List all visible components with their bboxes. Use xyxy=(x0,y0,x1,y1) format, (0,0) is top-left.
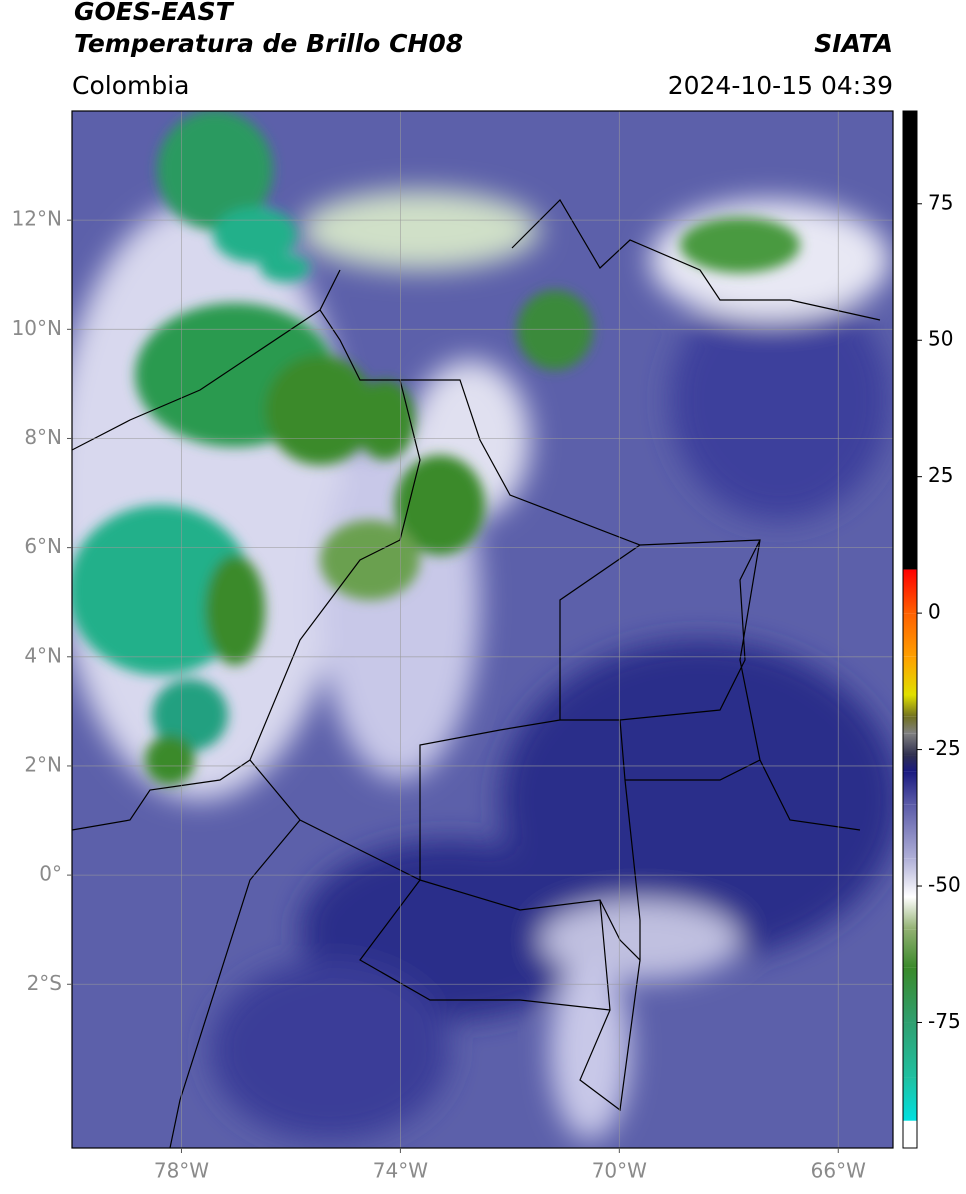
colorbar-tick-label: 50 xyxy=(928,327,953,351)
colorbar-segment xyxy=(903,804,917,859)
colorbar-segment xyxy=(903,967,917,1023)
y-tick-label: 2°S xyxy=(27,971,62,995)
colorbar-frame xyxy=(902,110,918,1149)
storm xyxy=(260,254,310,282)
dry-area xyxy=(670,280,890,520)
convection xyxy=(72,111,800,785)
grid xyxy=(72,111,893,1148)
dry-area xyxy=(210,960,450,1140)
y-tick-label: 12°N xyxy=(12,207,62,231)
moist-area xyxy=(550,960,630,1140)
storm xyxy=(213,207,297,263)
y-tick-label: 0° xyxy=(39,862,62,886)
storm xyxy=(517,290,593,370)
y-tick-label: 2°N xyxy=(24,752,62,776)
colorbar-tick-label: 0 xyxy=(928,600,941,624)
border-line xyxy=(419,199,881,1112)
map-frame xyxy=(71,110,894,1149)
region: Colombia xyxy=(72,71,189,100)
colorbar-segment xyxy=(903,569,917,614)
storm xyxy=(320,520,420,600)
subtitle: Temperatura de Brillo CH08 xyxy=(74,29,463,58)
colorbar-segment xyxy=(903,716,917,734)
y-tick-label: 10°N xyxy=(12,316,62,340)
colorbar xyxy=(903,111,917,1148)
moist-area xyxy=(300,190,540,270)
colorbar-segment xyxy=(903,771,917,805)
title: GOES-EAST xyxy=(74,0,235,26)
colorbar-segment xyxy=(903,858,917,897)
colorbar-segment xyxy=(903,755,917,772)
colorbar-segment xyxy=(903,1077,917,1121)
y-tick-label: 6°N xyxy=(24,534,62,558)
timestamp: 2024-10-15 04:39 xyxy=(668,71,893,100)
storm xyxy=(205,555,265,665)
colorbar-segment xyxy=(903,733,917,756)
border-line xyxy=(72,269,611,1148)
colorbar-segment xyxy=(903,656,917,695)
colorbar-segment xyxy=(903,1022,917,1078)
x-tick-label: 78°W xyxy=(154,1159,209,1183)
colorbar-segment xyxy=(903,694,917,717)
borders xyxy=(72,199,881,1148)
y-tick-label: 4°N xyxy=(24,643,62,667)
map-imagery xyxy=(72,111,893,1148)
colorbar-tick-label: -75 xyxy=(928,1009,961,1033)
colorbar-tick-label: -25 xyxy=(928,736,961,760)
colorbar-tick-label: 75 xyxy=(928,190,953,214)
storm xyxy=(355,380,415,460)
colorbar-tick-label: -50 xyxy=(928,873,961,897)
colorbar-segment xyxy=(903,111,917,570)
storm xyxy=(157,111,273,230)
colorbar-tick-label: 25 xyxy=(928,463,953,487)
storm xyxy=(680,217,800,273)
storm xyxy=(152,679,228,751)
x-tick-label: 70°W xyxy=(592,1159,647,1183)
colorbar-segment xyxy=(903,1120,917,1148)
source: SIATA xyxy=(814,29,893,58)
storm xyxy=(395,455,485,555)
x-tick-label: 66°W xyxy=(811,1159,866,1183)
colorbar-segment xyxy=(903,613,917,657)
colorbar-segment xyxy=(903,896,917,930)
storm xyxy=(145,735,195,785)
y-tick-label: 8°N xyxy=(24,425,62,449)
x-tick-label: 74°W xyxy=(373,1159,428,1183)
storm xyxy=(265,355,375,465)
colorbar-segment xyxy=(903,929,917,968)
